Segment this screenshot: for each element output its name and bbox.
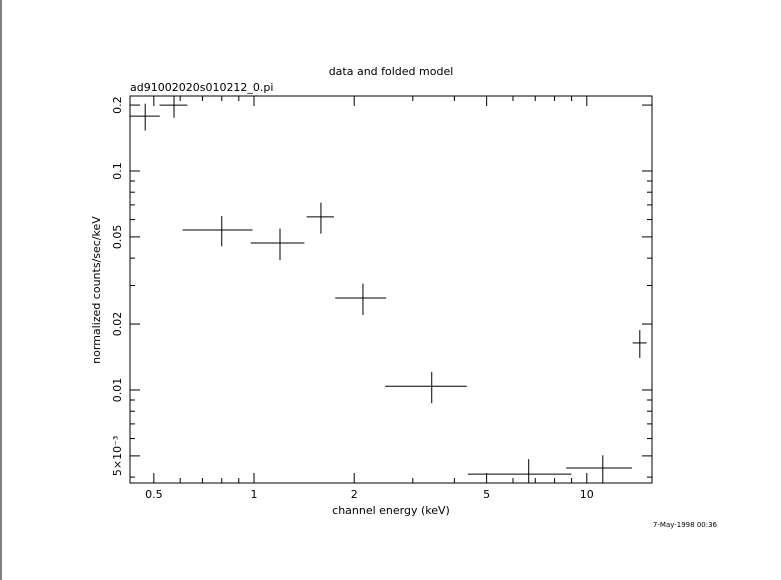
y-tick-label: 0.2 [111, 96, 124, 114]
x-tick-label: 10 [580, 488, 594, 501]
y-tick-label: 0.1 [111, 162, 124, 180]
y-axis-label: normalized counts/sec/keV [90, 216, 103, 364]
x-tick-label: 2 [351, 488, 358, 501]
x-axis-label: channel energy (keV) [332, 504, 450, 517]
chart-title: data and folded model [329, 65, 454, 78]
y-tick-label: 0.02 [111, 312, 124, 337]
y-tick-label: 0.05 [111, 225, 124, 250]
y-tick-label: 0.01 [111, 378, 124, 403]
x-tick-label: 1 [251, 488, 258, 501]
x-tick-label: 5 [483, 488, 490, 501]
plot-area [130, 96, 647, 483]
plot-frame [129, 95, 653, 484]
timestamp: 7-May-1998 00:36 [653, 521, 718, 529]
x-tick-label: 0.5 [145, 488, 163, 501]
chart-subtitle: ad91002020s010212_0.pi [130, 81, 273, 94]
y-tick-label: 5×10⁻³ [111, 436, 124, 476]
